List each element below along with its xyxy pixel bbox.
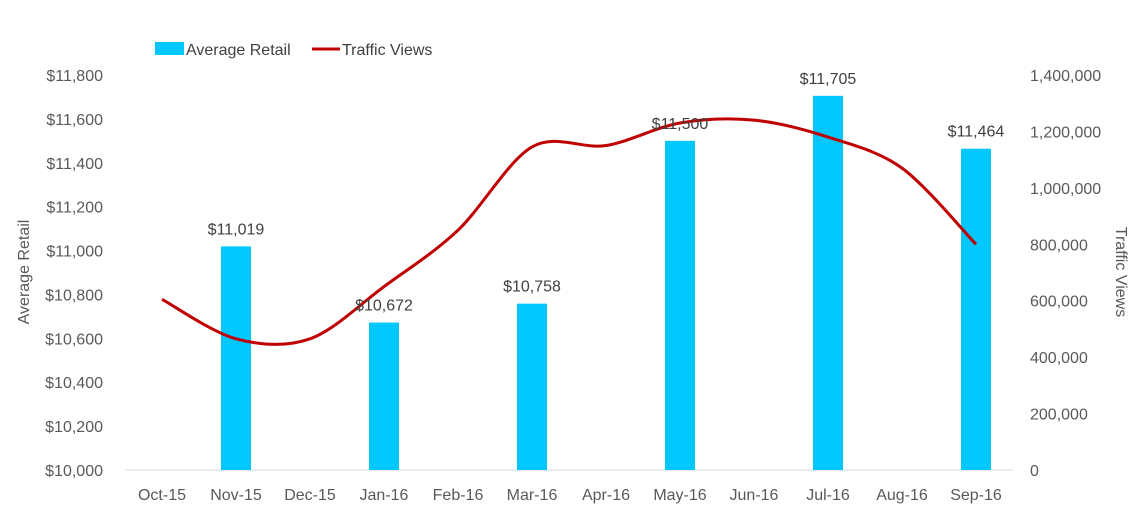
x-tick-label: Mar-16 xyxy=(507,487,558,504)
x-tick-label: Apr-16 xyxy=(582,487,630,504)
bar xyxy=(369,322,399,470)
x-tick-label: May-16 xyxy=(653,487,706,504)
bar xyxy=(665,140,695,471)
left-tick-label: $10,200 xyxy=(45,419,103,436)
x-tick-label: Dec-15 xyxy=(284,487,336,504)
right-axis: 0 200,000 400,000 600,000 800,000 1,000,000 1,… xyxy=(1030,68,1101,480)
right-tick-label: 0 xyxy=(1030,463,1039,480)
right-tick-label: 1,000,000 xyxy=(1030,181,1101,198)
bar xyxy=(221,246,251,470)
right-tick-label: 400,000 xyxy=(1030,350,1088,367)
legend-label-traffic-views: Traffic Views xyxy=(342,42,432,59)
data-label: $11,019 xyxy=(208,221,265,238)
x-tick-label: Feb-16 xyxy=(433,487,484,504)
left-tick-label: $10,400 xyxy=(45,375,103,392)
bars-series xyxy=(221,95,991,471)
right-tick-label: 800,000 xyxy=(1030,237,1088,254)
left-tick-label: $11,200 xyxy=(46,200,103,217)
bar xyxy=(517,303,547,470)
left-tick-label: $11,000 xyxy=(46,244,103,261)
data-labels: $11,019 $10,672 $10,758 $11,500 $11,705 $11,4… xyxy=(208,71,1005,315)
left-axis-title: Average Retail xyxy=(16,220,33,325)
legend: Average Retail Traffic Views xyxy=(155,42,432,59)
left-axis: $10,000 $10,200 $10,400 $10,600 $10,800 $11,0… xyxy=(45,68,103,480)
data-label: $10,672 xyxy=(355,298,413,315)
x-tick-label: Nov-15 xyxy=(210,487,262,504)
legend-label-average-retail: Average Retail xyxy=(186,42,291,59)
x-tick-label: Jun-16 xyxy=(730,487,779,504)
x-tick-label: Oct-15 xyxy=(138,487,186,504)
right-axis-title: Traffic Views xyxy=(1112,227,1129,317)
left-tick-label: $11,400 xyxy=(46,156,103,173)
bar xyxy=(813,95,843,470)
x-tick-label: Sep-16 xyxy=(950,487,1002,504)
left-tick-label: $11,600 xyxy=(46,112,103,129)
data-label: $10,758 xyxy=(503,279,561,296)
traffic-views-line xyxy=(161,117,978,346)
x-tick-label: Jul-16 xyxy=(806,487,850,504)
right-tick-label: 1,400,000 xyxy=(1030,68,1101,85)
left-tick-label: $10,800 xyxy=(45,287,103,304)
data-label: $11,500 xyxy=(652,116,709,133)
right-tick-label: 600,000 xyxy=(1030,294,1088,311)
data-label: $11,464 xyxy=(948,124,1005,141)
right-tick-label: 1,200,000 xyxy=(1030,124,1101,141)
x-tick-label: Aug-16 xyxy=(876,487,928,504)
data-label: $11,705 xyxy=(800,71,857,88)
line-series xyxy=(161,117,978,346)
bar xyxy=(961,148,991,470)
left-tick-label: $11,800 xyxy=(46,68,103,85)
right-tick-label: 200,000 xyxy=(1030,407,1088,424)
x-axis: Oct-15 Nov-15 Dec-15 Jan-16 Feb-16 Mar-16 Apr-… xyxy=(125,469,1013,504)
legend-swatch-average-retail xyxy=(155,42,184,55)
left-tick-label: $10,000 xyxy=(45,463,103,480)
left-tick-label: $10,600 xyxy=(45,331,103,348)
x-tick-label: Jan-16 xyxy=(360,487,409,504)
